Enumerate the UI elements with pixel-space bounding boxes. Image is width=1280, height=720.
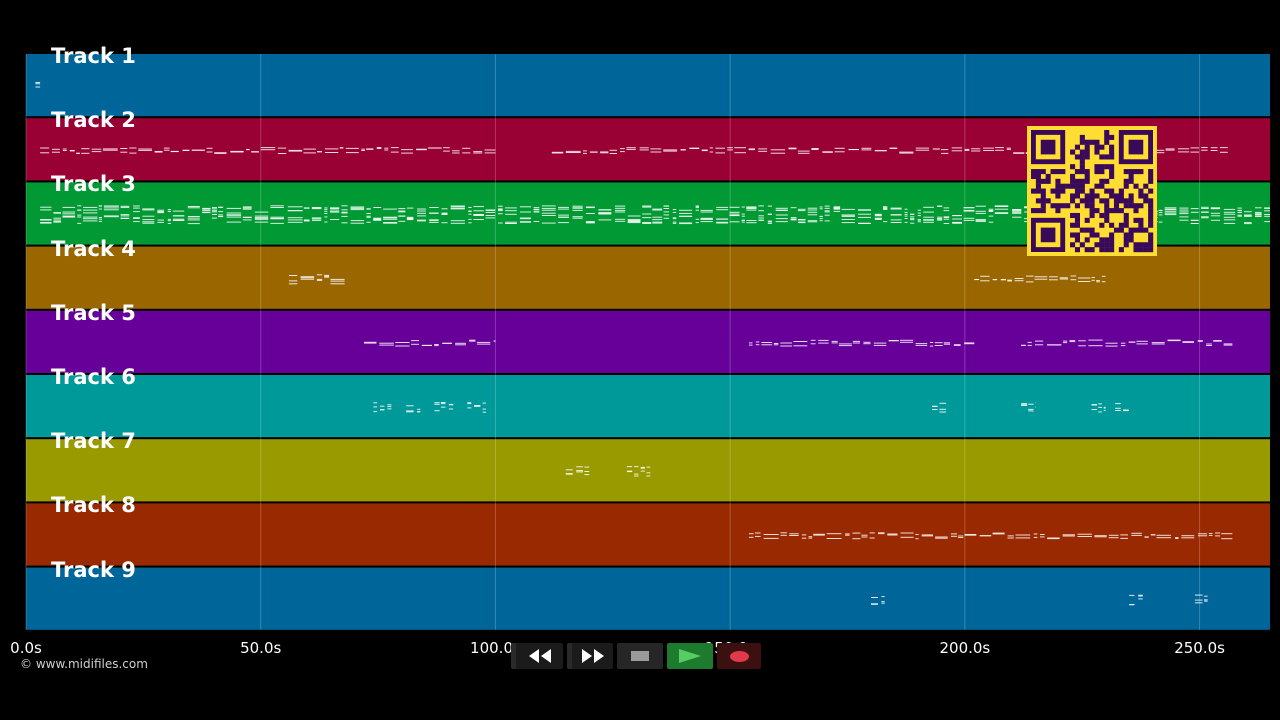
track-notes xyxy=(40,205,1270,225)
tick-label: 250.0s xyxy=(1174,639,1225,657)
track-notes xyxy=(565,466,651,477)
track-notes xyxy=(35,82,41,88)
track-lane xyxy=(26,310,1270,373)
tick-label: 100.0s xyxy=(470,639,521,657)
track-label: Track 2 xyxy=(51,108,136,133)
track-label: Track 6 xyxy=(51,365,136,389)
track-notes xyxy=(364,339,1233,347)
track-label: Track 5 xyxy=(51,300,136,325)
track-notes xyxy=(748,532,1233,540)
track-label: Track 9 xyxy=(51,557,136,582)
rewind-button[interactable] xyxy=(511,643,563,669)
track-label: Track 8 xyxy=(51,493,136,518)
transport-controls xyxy=(511,643,769,669)
stop-icon xyxy=(631,651,649,661)
record-icon xyxy=(729,650,749,662)
tick-label: 50.0s xyxy=(240,639,282,657)
stop-button[interactable] xyxy=(617,643,663,669)
track-label: Track 4 xyxy=(51,236,136,261)
play-button[interactable] xyxy=(667,643,713,669)
play-icon xyxy=(679,649,701,663)
qr-code-modules xyxy=(1031,130,1154,253)
tick-label: 0.0s xyxy=(10,639,42,657)
track-notes xyxy=(871,594,1208,606)
track-lane xyxy=(26,567,1270,630)
tick-label: 200.0s xyxy=(939,639,991,657)
track-label: Track 3 xyxy=(51,172,136,197)
rewind-icon xyxy=(528,649,551,663)
record-button[interactable] xyxy=(717,643,761,669)
track-lane xyxy=(26,439,1270,502)
track-lane xyxy=(26,54,1270,117)
track-label: Track 7 xyxy=(51,429,136,454)
track-notes xyxy=(373,402,1129,413)
track-lane xyxy=(26,375,1270,438)
fast-forward-icon xyxy=(581,649,604,663)
copyright-text: © www.midifiles.com xyxy=(20,657,148,671)
track-label: Track 1 xyxy=(51,44,136,68)
fast-forward-button[interactable] xyxy=(567,643,613,669)
track-notes xyxy=(288,274,1106,285)
